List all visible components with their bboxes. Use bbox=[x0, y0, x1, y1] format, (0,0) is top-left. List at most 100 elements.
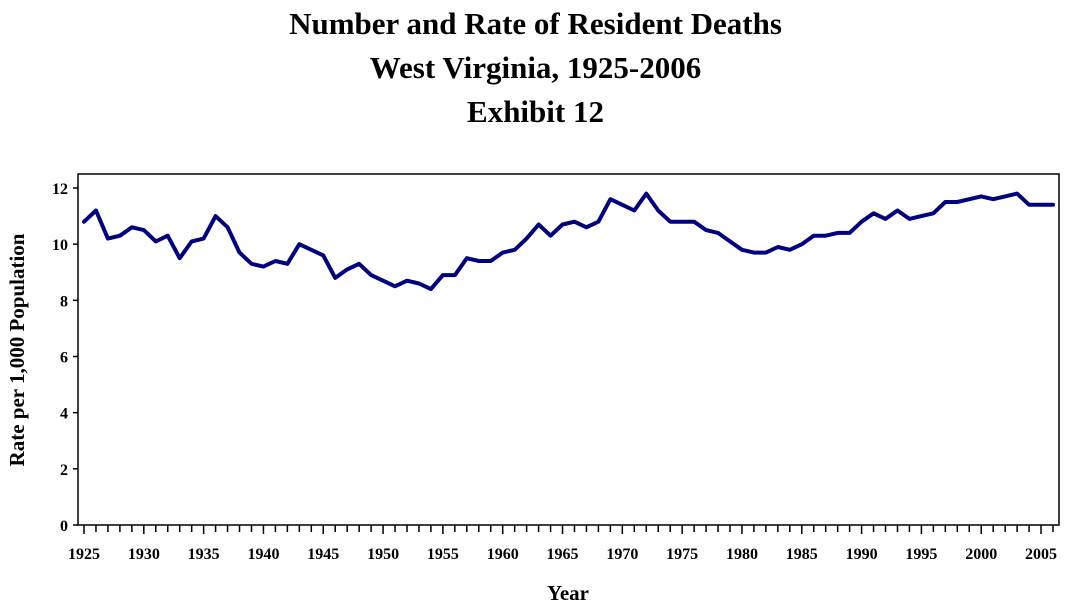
data-point bbox=[680, 220, 684, 224]
x-tick-label: 1940 bbox=[247, 546, 279, 563]
chart-title-line-1: Number and Rate of Resident Deaths bbox=[289, 6, 782, 41]
data-point bbox=[1003, 194, 1007, 198]
y-tick-label: 8 bbox=[60, 293, 68, 310]
data-point bbox=[776, 245, 780, 249]
x-tick-label: 1965 bbox=[547, 546, 579, 563]
data-points bbox=[82, 192, 1055, 291]
data-point bbox=[752, 251, 756, 255]
data-point bbox=[561, 223, 565, 227]
data-point bbox=[226, 225, 230, 229]
data-point bbox=[202, 237, 206, 241]
data-point bbox=[644, 192, 648, 196]
y-tick-label: 12 bbox=[52, 181, 68, 198]
data-point bbox=[501, 251, 505, 255]
data-point bbox=[836, 231, 840, 235]
data-point bbox=[860, 220, 864, 224]
data-point bbox=[309, 248, 313, 252]
x-tick-label: 1930 bbox=[128, 546, 160, 563]
data-point bbox=[417, 281, 421, 285]
x-tick-label: 1935 bbox=[188, 546, 220, 563]
data-point bbox=[214, 214, 218, 218]
chart-title-line-3: Exhibit 12 bbox=[467, 94, 604, 129]
x-tick-label: 1985 bbox=[786, 546, 818, 563]
data-point bbox=[788, 248, 792, 252]
data-point bbox=[728, 239, 732, 243]
data-point bbox=[513, 248, 517, 252]
x-tick-label: 1990 bbox=[846, 546, 878, 563]
x-tick-label: 1960 bbox=[487, 546, 519, 563]
data-point bbox=[238, 251, 242, 255]
y-tick-label: 10 bbox=[52, 237, 68, 254]
data-point bbox=[884, 217, 888, 221]
x-tick-label: 1970 bbox=[606, 546, 638, 563]
data-point bbox=[345, 267, 349, 271]
data-point bbox=[441, 273, 445, 277]
data-point bbox=[82, 220, 86, 224]
y-tick-label: 2 bbox=[60, 462, 68, 479]
data-point bbox=[381, 279, 385, 283]
x-axis: 1925 1930 1935 1940 1945 1950 1955 1960 1965 1970… bbox=[68, 525, 1057, 563]
data-point bbox=[919, 214, 923, 218]
data-point bbox=[716, 231, 720, 235]
data-point bbox=[692, 220, 696, 224]
y-tick-label: 6 bbox=[60, 350, 68, 367]
data-point bbox=[572, 220, 576, 224]
data-point bbox=[764, 251, 768, 255]
y-tick-label: 0 bbox=[60, 518, 68, 535]
data-point bbox=[895, 208, 899, 212]
data-point bbox=[596, 220, 600, 224]
data-point bbox=[1051, 203, 1055, 207]
data-point bbox=[991, 197, 995, 201]
data-point bbox=[907, 217, 911, 221]
data-point bbox=[393, 284, 397, 288]
y-axis-title: Rate per 1,000 Population bbox=[5, 233, 29, 466]
data-point bbox=[1039, 203, 1043, 207]
data-point bbox=[848, 231, 852, 235]
x-tick-label: 2005 bbox=[1025, 546, 1057, 563]
data-point bbox=[178, 256, 182, 260]
data-point bbox=[405, 279, 409, 283]
data-point bbox=[273, 259, 277, 263]
data-point bbox=[190, 239, 194, 243]
data-point bbox=[357, 262, 361, 266]
data-point bbox=[979, 194, 983, 198]
chart-title-line-2: West Virginia, 1925-2006 bbox=[369, 50, 702, 85]
y-tick-label: 4 bbox=[60, 406, 68, 423]
x-tick-label: 1925 bbox=[68, 546, 100, 563]
data-point bbox=[465, 256, 469, 260]
data-point bbox=[118, 234, 122, 238]
x-tick-label: 1945 bbox=[307, 546, 339, 563]
data-point bbox=[166, 234, 170, 238]
plot-area bbox=[77, 173, 1060, 526]
data-point bbox=[608, 197, 612, 201]
x-tick-label: 2000 bbox=[965, 546, 997, 563]
data-point bbox=[800, 242, 804, 246]
x-tick-label: 1975 bbox=[666, 546, 698, 563]
data-point bbox=[321, 253, 325, 257]
x-axis-title: Year bbox=[547, 581, 589, 605]
data-point bbox=[872, 211, 876, 215]
data-point bbox=[668, 220, 672, 224]
data-point bbox=[704, 228, 708, 232]
data-point bbox=[955, 200, 959, 204]
data-point bbox=[1015, 192, 1019, 196]
data-point bbox=[333, 276, 337, 280]
data-point bbox=[261, 265, 265, 269]
data-point bbox=[477, 259, 481, 263]
data-point bbox=[1027, 203, 1031, 207]
data-point bbox=[812, 234, 816, 238]
data-point bbox=[297, 242, 301, 246]
data-point bbox=[584, 225, 588, 229]
data-point bbox=[489, 259, 493, 263]
data-point bbox=[369, 273, 373, 277]
x-tick-label: 1955 bbox=[427, 546, 459, 563]
data-point bbox=[106, 237, 110, 241]
x-tick-label: 1950 bbox=[367, 546, 399, 563]
data-point bbox=[154, 239, 158, 243]
data-point bbox=[249, 262, 253, 266]
series-line bbox=[82, 191, 1055, 292]
data-point bbox=[931, 211, 935, 215]
data-point bbox=[656, 208, 660, 212]
data-point bbox=[453, 273, 457, 277]
data-point bbox=[632, 208, 636, 212]
